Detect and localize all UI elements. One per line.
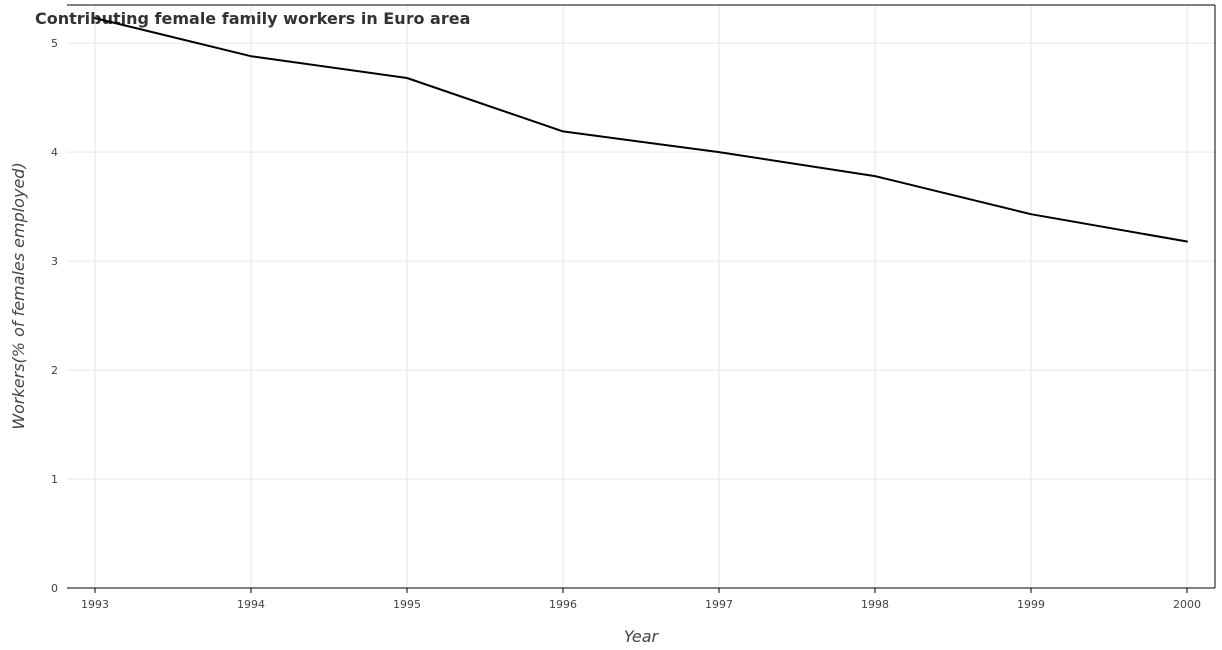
x-tick-label-1993: 1993 [81,598,109,611]
x-tick-label-1997: 1997 [705,598,733,611]
x-tick-label-1998: 1998 [861,598,889,611]
x-tick-label-2000: 2000 [1173,598,1201,611]
series-line-0 [94,17,1188,243]
chart-title: Contributing female family workers in Eu… [35,9,470,28]
x-tick-labels: 1993 1994 1995 1996 1997 1998 1999 2000 [81,588,1201,611]
y-tick-label-5: 5 [51,37,58,50]
y-axis-label: Workers(% of females employed) [9,162,28,429]
y-tick-label-0: 0 [51,582,58,595]
y-tick-labels: 0 1 2 3 4 5 [51,37,58,595]
x-tick-label-1995: 1995 [393,598,421,611]
y-tick-label-3: 3 [51,255,58,268]
plot-frame [67,4,1216,589]
x-axis-label: Year [624,627,660,646]
y-tick-label-1: 1 [51,473,58,486]
x-tick-label-1999: 1999 [1017,598,1045,611]
y-tick-label-4: 4 [51,146,58,159]
y-tick-label-2: 2 [51,364,58,377]
x-tick-label-1994: 1994 [237,598,265,611]
x-tick-label-1996: 1996 [549,598,577,611]
series-layer [94,17,1188,243]
grid [67,5,1215,588]
